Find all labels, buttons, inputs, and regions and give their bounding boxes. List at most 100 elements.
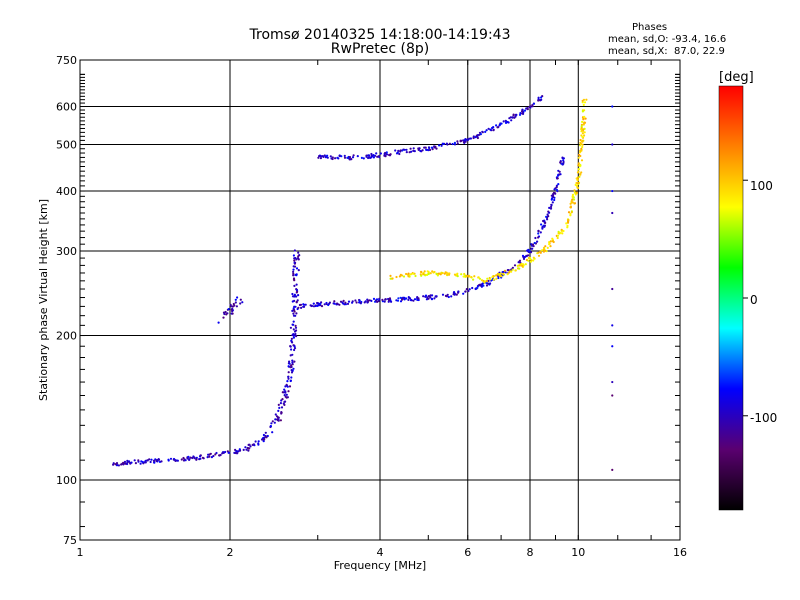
echo-point	[231, 312, 234, 315]
echo-point	[352, 154, 355, 157]
echo-point	[561, 232, 564, 235]
echo-point	[555, 189, 559, 192]
echo-point	[160, 460, 163, 463]
y-tick-label: 75	[63, 534, 77, 547]
echo-point	[405, 297, 408, 300]
echo-point	[583, 101, 587, 104]
echo-point	[582, 118, 585, 121]
echo-point	[274, 413, 277, 416]
echo-point	[462, 275, 465, 278]
echo-point	[531, 104, 534, 107]
echo-point	[523, 109, 527, 112]
echo-point	[551, 201, 554, 204]
echo-point	[299, 303, 303, 306]
echo-point	[567, 220, 570, 223]
echo-point	[428, 148, 432, 152]
echo-point	[152, 459, 156, 462]
echo-point	[537, 251, 540, 254]
echo-point	[485, 280, 488, 283]
echo-point	[247, 443, 250, 446]
chart-title: Tromsø 20140325 14:18:00-14:19:43	[249, 27, 511, 43]
echo-point	[496, 126, 499, 129]
echo-point	[362, 157, 365, 160]
echo-point	[146, 459, 149, 462]
echo-point	[495, 277, 498, 280]
echo-point	[401, 297, 404, 300]
echo-point	[235, 305, 238, 308]
echo-point	[448, 142, 451, 145]
echo-point	[286, 385, 289, 388]
echo-point	[354, 299, 357, 302]
echo-point	[281, 398, 284, 401]
echo-point	[583, 115, 586, 118]
echo-point	[451, 142, 454, 146]
echo-point	[291, 361, 294, 364]
echo-point	[448, 272, 451, 275]
echo-point	[526, 108, 529, 111]
echo-point	[234, 298, 237, 301]
echo-point	[303, 305, 306, 308]
echo-point	[492, 278, 495, 281]
echo-point	[528, 249, 531, 252]
echo-point	[582, 103, 585, 106]
echo-point	[515, 113, 518, 116]
echo-point	[576, 176, 580, 179]
echo-point	[522, 112, 525, 115]
echo-point	[188, 458, 191, 461]
echo-point	[480, 279, 484, 282]
echo-point	[150, 458, 153, 461]
echo-point	[558, 170, 561, 173]
echo-point	[304, 303, 307, 306]
echo-point	[497, 276, 500, 280]
echo-point	[585, 98, 588, 101]
echo-point	[434, 295, 437, 298]
echo-point	[571, 196, 574, 199]
echo-point	[546, 246, 549, 249]
echo-point	[262, 440, 265, 443]
echo-point	[336, 302, 339, 305]
echo-point	[257, 443, 260, 446]
echo-point	[370, 152, 373, 156]
echo-point	[453, 141, 456, 144]
echo-point	[555, 184, 559, 187]
echo-point	[271, 420, 274, 423]
echo-point	[388, 153, 391, 157]
echo-point	[462, 139, 465, 142]
echo-point	[288, 385, 292, 388]
echo-point	[489, 278, 492, 281]
echo-point	[222, 316, 225, 319]
echo-point	[342, 299, 345, 302]
echo-point	[144, 459, 147, 462]
echo-point	[536, 240, 539, 243]
echo-point	[290, 371, 294, 374]
echo-point	[210, 456, 213, 459]
echo-point	[548, 241, 551, 244]
echo-point	[396, 151, 399, 154]
echo-point	[580, 171, 583, 174]
echo-point	[279, 419, 282, 422]
echo-point	[542, 248, 545, 251]
echo-point	[578, 165, 581, 168]
echo-point	[277, 409, 280, 412]
echo-point	[436, 274, 439, 277]
echo-point	[431, 294, 434, 297]
echo-point	[468, 288, 471, 291]
echo-point	[139, 462, 142, 465]
echo-point	[542, 219, 545, 223]
echo-point	[153, 461, 156, 464]
echo-point	[284, 385, 287, 388]
echo-point	[529, 251, 533, 254]
echo-point	[412, 272, 415, 275]
echo-point	[292, 274, 295, 277]
echo-point	[417, 298, 420, 302]
echo-point	[464, 290, 467, 293]
echo-point	[262, 433, 265, 437]
echo-point	[297, 255, 300, 258]
echo-point	[529, 105, 532, 108]
echo-point	[260, 438, 264, 441]
echo-point	[312, 305, 316, 308]
echo-point	[388, 298, 391, 301]
echo-point	[460, 139, 463, 142]
echo-point	[553, 192, 556, 195]
echo-point	[465, 274, 468, 277]
